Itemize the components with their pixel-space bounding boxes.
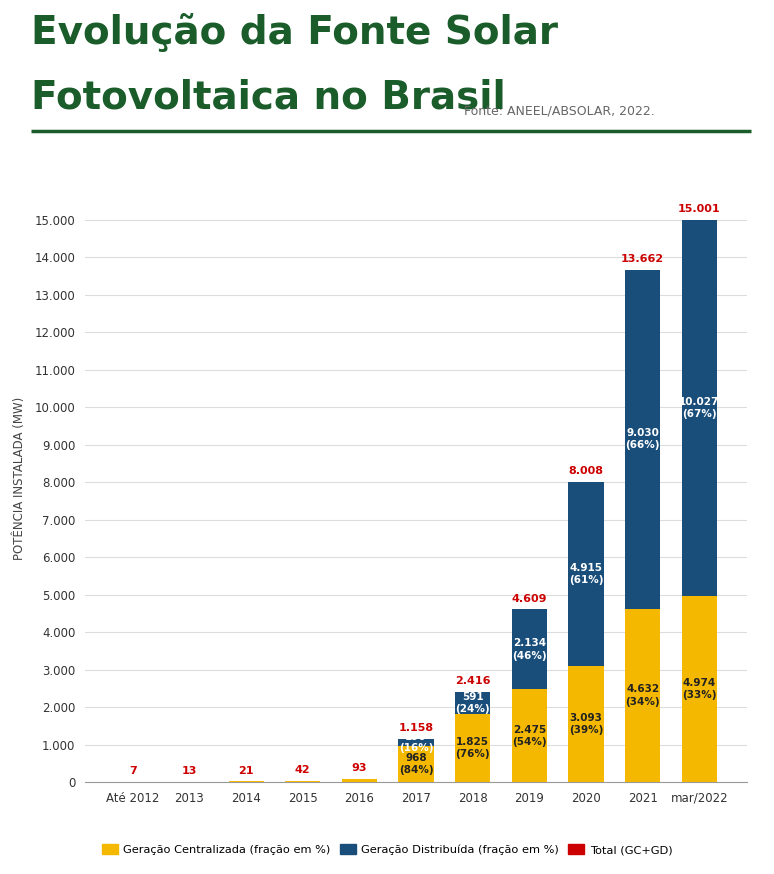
Text: 1.825
(76%): 1.825 (76%): [455, 737, 490, 760]
Bar: [512, 609, 547, 690]
Text: 4.632
(34%): 4.632 (34%): [625, 684, 660, 706]
Text: 1.158: 1.158: [399, 723, 433, 733]
Bar: [399, 739, 433, 746]
Bar: [625, 270, 660, 608]
Text: 15.001: 15.001: [678, 205, 721, 214]
Text: Fotovoltaica no Brasil: Fotovoltaica no Brasil: [31, 79, 505, 116]
Legend: Geração Centralizada (fração em %), Geração Distribuída (fração em %), Total (GC: Geração Centralizada (fração em %), Gera…: [97, 839, 677, 859]
Bar: [512, 690, 547, 782]
Bar: [342, 779, 377, 782]
Y-axis label: POTÊNCIA INSTALADA (MW): POTÊNCIA INSTALADA (MW): [13, 397, 26, 560]
Text: 7: 7: [129, 766, 137, 776]
Bar: [625, 608, 660, 782]
Bar: [568, 666, 604, 782]
Text: Evolução da Fonte Solar: Evolução da Fonte Solar: [31, 13, 558, 52]
Text: 4.609: 4.609: [512, 593, 547, 604]
Text: 591
(24%): 591 (24%): [455, 691, 490, 714]
Text: 13.662: 13.662: [621, 254, 664, 264]
Text: 2.134
(46%): 2.134 (46%): [512, 638, 546, 661]
Text: 4.974
(33%): 4.974 (33%): [682, 677, 717, 700]
Text: 13: 13: [182, 766, 197, 776]
Bar: [682, 596, 717, 782]
Text: 4.915
(61%): 4.915 (61%): [569, 563, 603, 586]
Text: 93: 93: [351, 763, 367, 773]
Text: 21: 21: [238, 766, 254, 776]
Bar: [568, 482, 604, 666]
Text: (16%): (16%): [399, 744, 433, 753]
Text: 8.008: 8.008: [568, 467, 604, 476]
Text: 10.027
(67%): 10.027 (67%): [679, 397, 720, 419]
Text: 190: 190: [406, 732, 426, 742]
Text: 9.030
(66%): 9.030 (66%): [625, 428, 660, 450]
Text: 2.416: 2.416: [455, 676, 491, 686]
Text: Fonte: ANEEL/ABSOLAR, 2022.: Fonte: ANEEL/ABSOLAR, 2022.: [464, 105, 655, 118]
Text: 968
(84%): 968 (84%): [399, 753, 433, 775]
Bar: [399, 746, 433, 782]
Bar: [682, 219, 717, 596]
Text: 2.475
(54%): 2.475 (54%): [512, 725, 546, 747]
Bar: [455, 714, 490, 782]
Bar: [455, 691, 490, 714]
Text: 42: 42: [295, 765, 310, 775]
Text: 3.093
(39%): 3.093 (39%): [569, 713, 603, 735]
Bar: [285, 780, 320, 782]
